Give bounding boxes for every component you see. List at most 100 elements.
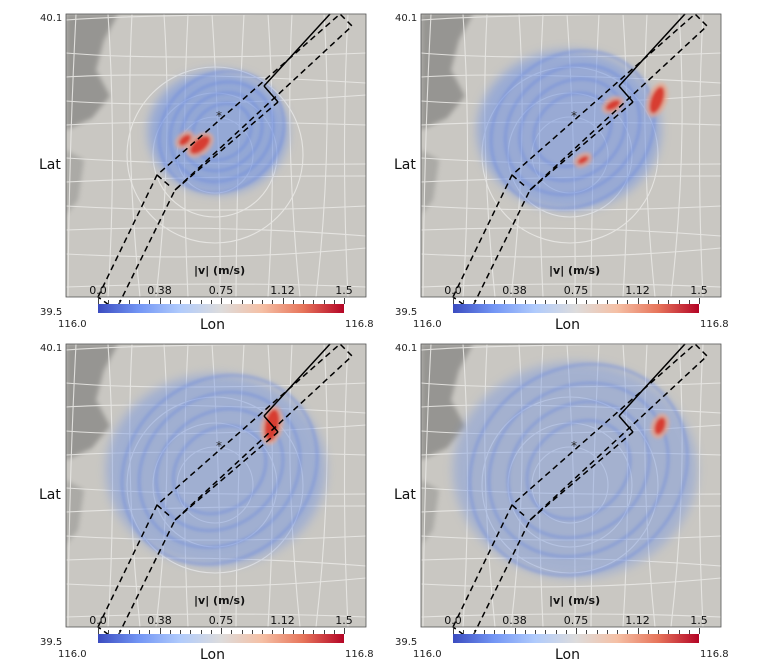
colorbar-minor-tick [627,630,629,634]
epicenter-marker: * [216,109,222,123]
colorbar-minor-tick [688,630,690,634]
colorbar-tick: 0.38 [147,614,172,627]
colorbar-minor-tick [596,630,598,634]
colorbar-minor-tick [586,630,588,634]
colorbar-minor-tick [128,300,130,304]
map-panel-b: * 40.1 39.5 Lat 116.0 116.8 Lon |v| (m/s… [355,0,740,333]
colorbar-minor-tick [453,628,454,634]
colorbar-minor-tick [333,630,335,634]
lon-min-label: 116.0 [413,649,442,660]
colorbar-minor-tick [576,628,577,634]
colorbar-title: |v| (m/s) [549,594,601,607]
map-frame [420,13,722,298]
colorbar-minor-tick [344,298,345,304]
fault-rupture-solid [263,13,331,103]
colorbar-minor-tick [586,300,588,304]
colorbar-minor-tick [221,628,222,634]
colorbar-minor-tick [668,300,670,304]
colorbar-minor-tick [606,300,608,304]
lat-axis-label: Lat [39,157,61,173]
colorbar-minor-tick [494,300,495,304]
colorbar-minor-tick [262,300,263,304]
fault-segment-dashed [511,431,634,521]
colorbar-minor-tick [200,630,202,634]
colorbar-tick: 1.12 [270,614,295,627]
colorbar-tick: 0.75 [563,284,589,297]
colorbar-minor-tick [504,630,506,634]
colorbar-minor-tick [647,300,649,304]
lat-max-label: 40.1 [395,343,418,354]
colorbar-minor-tick [118,300,120,304]
colorbar-minor-tick [678,630,680,634]
colorbar-minor-tick [617,630,618,634]
velocity-field [477,49,669,210]
colorbar-minor-tick [149,300,151,304]
colorbar-minor-tick [169,630,171,634]
colorbar-tick: 0.75 [563,614,589,627]
colorbar-minor-tick [576,298,577,304]
wave-fronts [468,363,689,577]
colorbar-minor-tick [463,300,465,304]
colorbar-minor-tick [98,628,99,634]
map-plot: * [65,12,367,312]
colorbar-minor-tick [180,630,181,634]
colorbar-minor-tick [617,300,618,304]
colorbar-minor-tick [221,298,222,304]
colorbar-tick: 1.5 [335,284,353,297]
lat-max-label: 40.1 [40,343,63,354]
map-frame [420,343,722,628]
colorbar-minor-tick [190,300,192,304]
fault-segment-dashed [156,101,279,191]
colorbar-minor-tick [514,298,516,304]
lat-axis-label: Lat [394,487,416,503]
map-plot: * [420,12,722,312]
lat-axis-label: Lat [39,487,61,503]
colorbar-minor-tick [251,630,253,634]
colorbar-minor-tick [303,300,304,304]
colorbar-minor-tick [272,300,274,304]
colorbar-minor-tick [180,300,181,304]
colorbar-tick: 0.0 [89,614,107,627]
colorbar-minor-tick [118,630,120,634]
colorbar-title: |v| (m/s) [194,264,246,277]
lon-min-label: 116.0 [413,319,442,330]
colorbar-minor-tick [453,298,454,304]
colorbar-minor-tick [323,630,325,634]
colorbar-tick: 1.5 [690,614,708,627]
colorbar-minor-tick [483,630,485,634]
colorbar-minor-tick [251,300,253,304]
colorbar-minor-tick [535,300,536,304]
colorbar-minor-tick [668,630,670,634]
colorbar-minor-tick [231,300,233,304]
lon-axis-label: Lon [555,317,580,333]
colorbar-minor-tick [606,630,608,634]
colorbar-minor-tick [128,630,130,634]
colorbar-minor-tick [159,298,161,304]
lon-max-label: 116.8 [345,649,374,660]
colorbar [98,304,344,313]
colorbar-minor-tick [504,300,506,304]
lat-axis-label: Lat [394,157,416,173]
colorbar-minor-tick [463,630,465,634]
colorbar-minor-tick [545,630,547,634]
map-plot: * [65,342,367,642]
colorbar-minor-tick [292,630,294,634]
colorbar-tick: 0.75 [208,614,234,627]
colorbar-minor-tick [159,628,161,634]
colorbar-minor-tick [190,630,192,634]
colorbar-minor-tick [231,630,233,634]
velocity-field [148,70,288,194]
colorbar-minor-tick [313,300,315,304]
lon-min-label: 116.0 [58,319,87,330]
colorbar-minor-tick [555,630,557,634]
fault-rupture-solid [263,343,331,433]
colorbar-minor-tick [241,300,243,304]
lat-min-label: 39.5 [40,307,63,318]
colorbar-minor-tick [688,300,690,304]
colorbar [98,634,344,643]
map-panel-a: * 40.1 39.5 Lat 116.0 116.8 Lon |v| (m/s… [0,0,385,332]
colorbar-minor-tick [699,628,700,634]
colorbar-title: |v| (m/s) [194,594,246,607]
lon-max-label: 116.8 [700,649,729,660]
fault-segment-dashed [511,101,634,191]
